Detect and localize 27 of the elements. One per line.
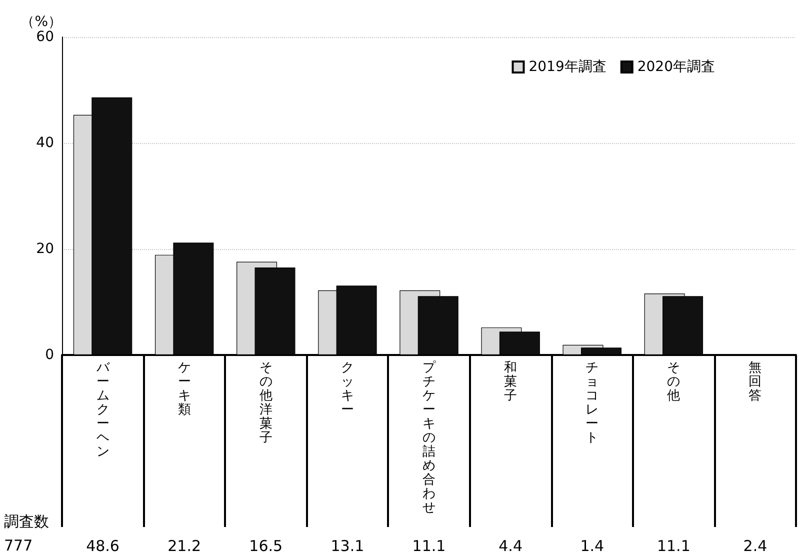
x-tick-label: 和菓子 [504, 360, 518, 404]
data-label: 4.4 [498, 537, 522, 555]
y-tick-label: 20 [36, 241, 54, 257]
y-tick-label: 60 [36, 29, 54, 45]
x-tick-label: 無回答 [748, 360, 762, 404]
data-label: 13.1 [330, 537, 364, 555]
legend-label: 2019年調査 [528, 59, 606, 75]
text: 調査数 [4, 512, 49, 530]
x-tick-label: その他 [667, 360, 680, 404]
data-label: 11.1 [656, 537, 690, 555]
data-label: 16.5 [249, 537, 283, 555]
x-tick-label: クッキー [340, 360, 354, 418]
data-label: 21.2 [168, 537, 202, 555]
data-label: 1.4 [580, 537, 604, 555]
category-label: プチケーキの詰め合わせ [422, 360, 436, 516]
y-tick-label: 0 [45, 347, 54, 363]
legend-label: 2020年調査 [637, 59, 716, 75]
x-tick-label: その他洋菓子 [259, 360, 272, 446]
data-label: 11.1 [412, 537, 446, 555]
x-tick-label: ケーキ類 [178, 360, 191, 418]
y-axis-title: （%） [20, 14, 62, 30]
x-tick-label: チョコレート [586, 360, 599, 446]
text: 2.4 [743, 537, 768, 555]
x-tick-label: バームクーヘン [95, 360, 110, 460]
text: 777 [4, 536, 33, 554]
data-label: 48.6 [86, 537, 120, 555]
y-tick-label: 40 [36, 135, 54, 151]
